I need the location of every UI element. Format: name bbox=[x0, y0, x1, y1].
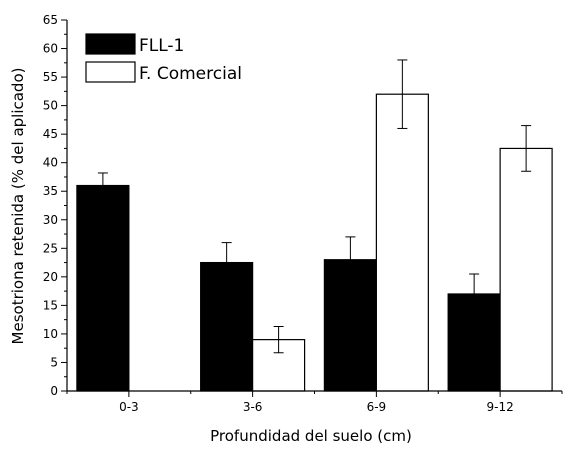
y-tick-label-50: 50 bbox=[43, 99, 58, 113]
y-tick-label-30: 30 bbox=[43, 213, 58, 227]
axes bbox=[61, 19, 563, 397]
x-tick-label-0-3: 0-3 bbox=[119, 400, 139, 414]
bars-layer bbox=[76, 93, 553, 392]
tick-labels: 0 5 10 15 20 25 30 35 40 45 50 55 60 65 0-3 3-6 6-9 9-12 bbox=[43, 13, 514, 414]
y-tick-label-65: 65 bbox=[43, 13, 58, 27]
x-tick-label-6-9: 6-9 bbox=[367, 400, 387, 414]
y-tick-label-0: 0 bbox=[50, 384, 58, 398]
y-tick-label-20: 20 bbox=[43, 270, 58, 284]
bar-f-comercial-3-6 bbox=[252, 339, 306, 392]
bar-fll-1-0-3 bbox=[76, 184, 130, 392]
x-axis-title: Profundidad del suelo (cm) bbox=[210, 427, 412, 445]
x-tick-label-3-6: 3-6 bbox=[243, 400, 263, 414]
y-tick-label-35: 35 bbox=[43, 184, 58, 198]
bar-f-comercial-9-12 bbox=[499, 147, 553, 392]
y-axis-title: Mesotriona retenida (% del aplicado) bbox=[9, 68, 27, 345]
legend-swatch-f-comercial bbox=[85, 61, 136, 83]
y-tick-label-45: 45 bbox=[43, 127, 58, 141]
x-tick-label-9-12: 9-12 bbox=[487, 400, 514, 414]
bar-fll-1-3-6 bbox=[200, 261, 254, 392]
y-tick-label-55: 55 bbox=[43, 70, 58, 84]
legend-label-f-comercial: F. Comercial bbox=[139, 64, 242, 84]
y-tick-label-5: 5 bbox=[50, 355, 58, 369]
y-tick-label-15: 15 bbox=[43, 298, 58, 312]
bar-f-comercial-6-9 bbox=[375, 93, 429, 392]
legend-label-fll-1: FLL-1 bbox=[139, 36, 184, 56]
y-tick-label-10: 10 bbox=[43, 327, 58, 341]
error-bars-layer bbox=[97, 59, 532, 354]
y-tick-label-25: 25 bbox=[43, 241, 58, 255]
y-tick-label-60: 60 bbox=[43, 42, 58, 56]
legend: FLL-1 F. Comercial bbox=[85, 33, 242, 84]
legend-swatch-fll-1 bbox=[85, 33, 136, 55]
y-tick-label-40: 40 bbox=[43, 156, 58, 170]
